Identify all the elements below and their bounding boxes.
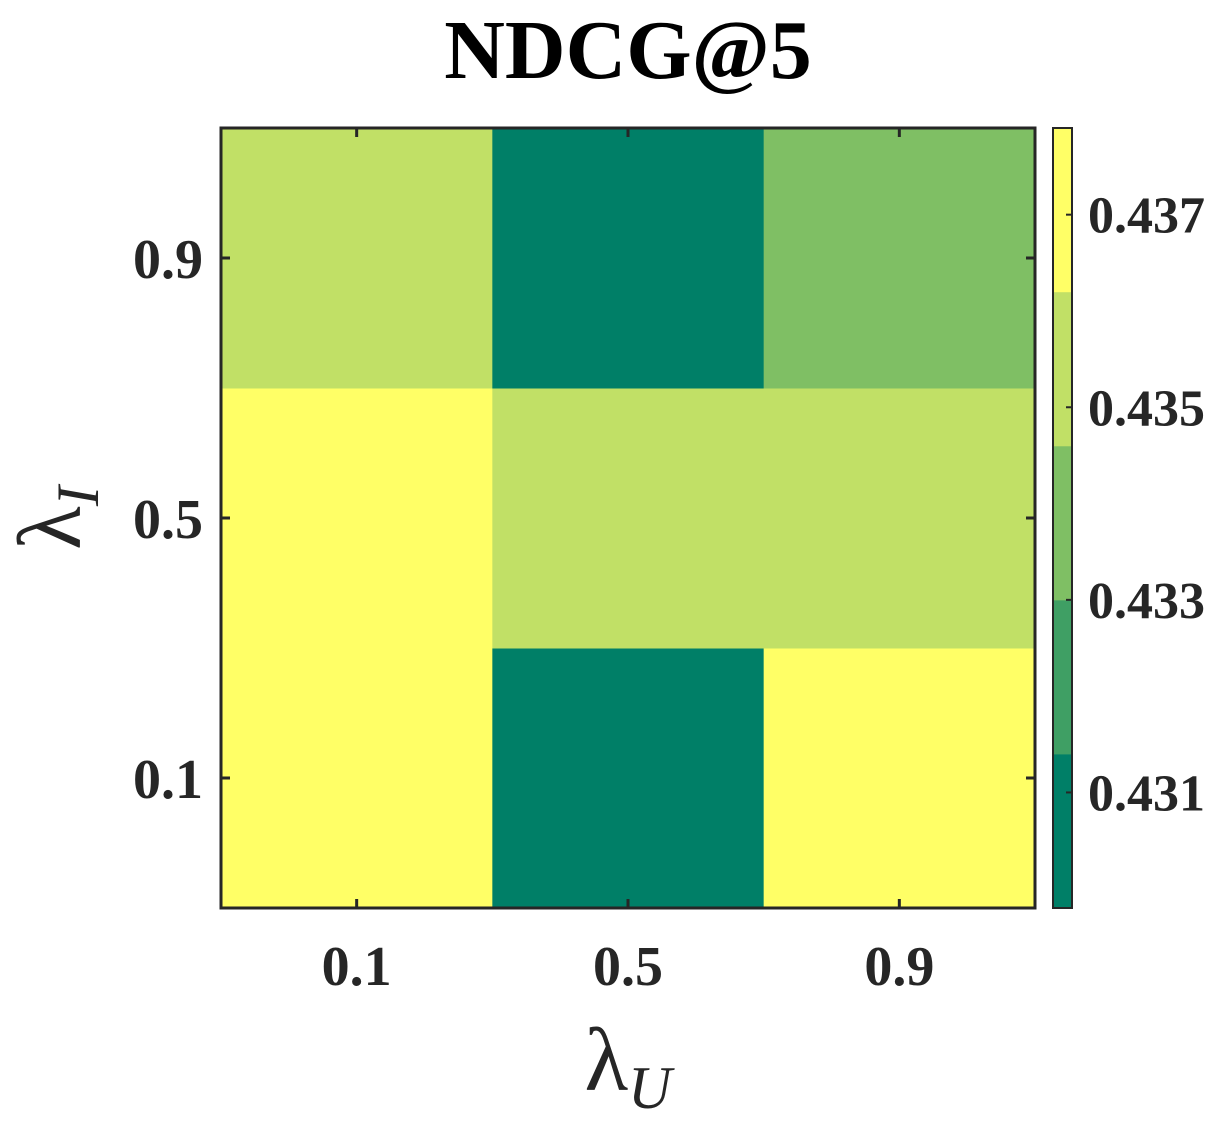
x-tick-label: 0.1 (322, 936, 392, 998)
colorbar-level-2 (1053, 445, 1072, 601)
colorbar-tick-label: 0.431 (1088, 765, 1205, 822)
heatmap-cell-0.9-0.9 (763, 128, 1036, 389)
colorbar-border (1052, 127, 1073, 909)
x-axis-label-subscript: U (628, 1055, 675, 1121)
colorbar-level-0 (1053, 753, 1072, 909)
colorbar-level-1 (1053, 599, 1072, 755)
heatmap-cell-0.5-0.9 (492, 128, 765, 389)
x-tick-label: 0.9 (864, 936, 934, 998)
y-axis-label-subscript: I (45, 483, 111, 507)
colorbar-tick-label: 0.437 (1088, 188, 1205, 245)
x-tick-label: 0.5 (593, 936, 663, 998)
heatmap-cells (221, 128, 1036, 909)
colorbar-tick-label: 0.433 (1088, 573, 1205, 630)
y-axis-label: λI (1, 483, 111, 550)
heatmap-cell-0.5-0.5 (492, 388, 765, 649)
y-tick-label: 0.1 (133, 749, 203, 811)
chart-title: NDCG@5 (444, 4, 811, 97)
y-axis-ticks: 0.1 0.5 0.9 (133, 229, 1035, 811)
y-tick-label: 0.9 (133, 229, 203, 291)
x-axis-label: λU (585, 1011, 676, 1121)
y-axis-label-symbol: λ (1, 506, 100, 550)
heatmap-cell-0.1-0.9 (221, 128, 493, 389)
colorbar: 0.431 0.433 0.435 0.437 (1052, 127, 1205, 909)
colorbar-level-4 (1053, 128, 1072, 293)
heatmap-cell-0.1-0.5 (221, 388, 493, 649)
colorbar-tick-label: 0.435 (1088, 380, 1205, 437)
heatmap-cell-0.9-0.1 (763, 648, 1036, 909)
heatmap-cell-0.9-0.5 (763, 388, 1036, 649)
heatmap-cell-0.5-0.1 (492, 648, 765, 909)
x-axis-ticks: 0.1 0.5 0.9 (322, 128, 934, 998)
y-tick-label: 0.5 (133, 489, 203, 551)
x-axis-label-symbol: λ (585, 1011, 629, 1110)
heatmap-cell-0.1-0.1 (221, 648, 493, 909)
colorbar-level-3 (1053, 291, 1072, 447)
